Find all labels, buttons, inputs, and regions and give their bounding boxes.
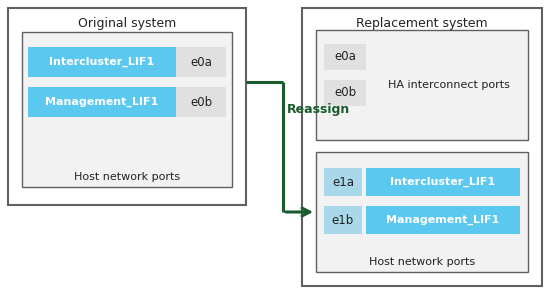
Bar: [316, 30, 528, 140]
Text: e0a: e0a: [190, 55, 212, 68]
Bar: [324, 168, 362, 196]
Text: Original system: Original system: [78, 17, 176, 30]
Text: Intercluster_LIF1: Intercluster_LIF1: [390, 177, 496, 187]
Bar: [22, 32, 232, 187]
Bar: [366, 206, 520, 234]
Bar: [324, 80, 366, 106]
Text: Host network ports: Host network ports: [369, 257, 475, 267]
Text: Management_LIF1: Management_LIF1: [386, 215, 499, 225]
Text: HA interconnect ports: HA interconnect ports: [388, 80, 510, 90]
Text: Replacement system: Replacement system: [356, 17, 488, 30]
Text: e1a: e1a: [332, 176, 354, 189]
Bar: [28, 47, 176, 77]
Text: e0b: e0b: [334, 86, 356, 99]
Text: e0b: e0b: [190, 96, 212, 109]
Text: e1b: e1b: [332, 214, 354, 227]
Text: Host network ports: Host network ports: [74, 172, 180, 182]
Bar: [28, 87, 176, 117]
Bar: [324, 44, 366, 70]
Bar: [28, 47, 226, 77]
Text: e0a: e0a: [334, 50, 356, 63]
Bar: [316, 152, 528, 272]
Bar: [324, 206, 362, 234]
Text: Intercluster_LIF1: Intercluster_LIF1: [50, 57, 155, 67]
Bar: [302, 8, 542, 286]
Bar: [366, 168, 520, 196]
Bar: [8, 8, 246, 205]
Text: Reassign: Reassign: [287, 104, 350, 117]
Bar: [28, 87, 226, 117]
Text: Management_LIF1: Management_LIF1: [45, 97, 158, 107]
